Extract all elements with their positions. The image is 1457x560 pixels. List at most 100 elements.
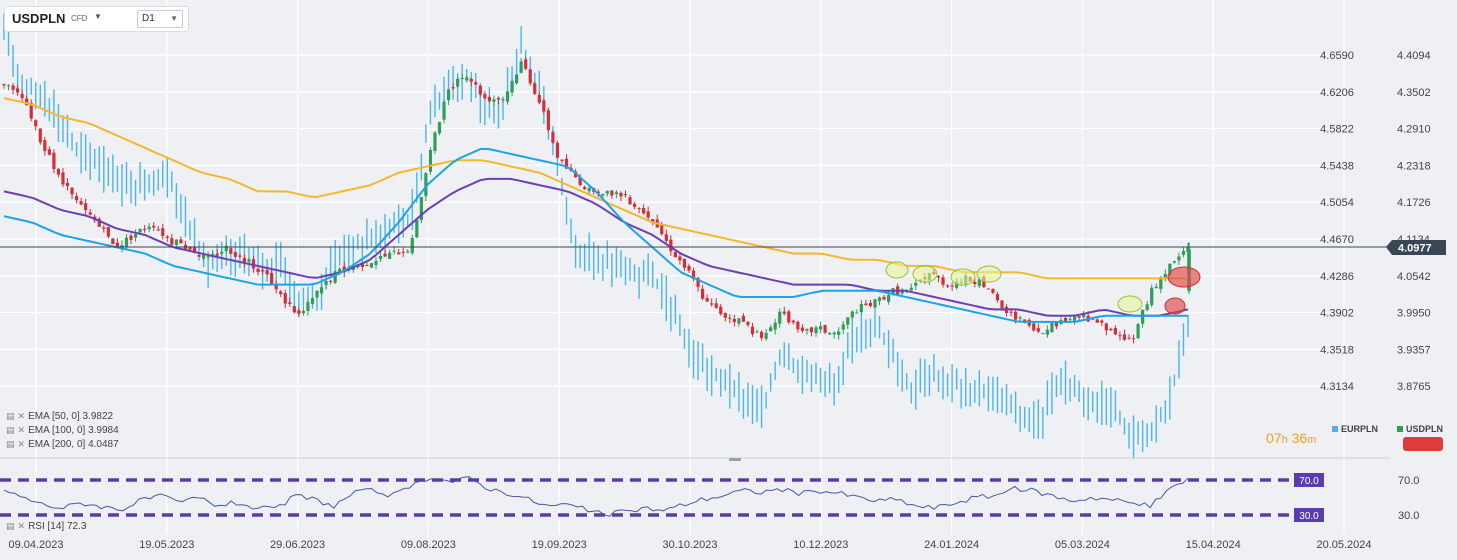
candle-body xyxy=(111,238,115,245)
candle-body xyxy=(397,252,401,255)
legend-rsi[interactable]: ▤ ✕ RSI [14] 72.3 xyxy=(6,521,86,532)
candle-body xyxy=(868,302,873,307)
candle-body xyxy=(406,251,410,253)
candle-body xyxy=(1000,300,1004,309)
rsi-pane: 70.0 70.0 30.0 30.0 xyxy=(0,473,1419,522)
symbol-name[interactable]: USDPLN xyxy=(12,11,66,26)
candle-body xyxy=(192,247,197,253)
candle-body xyxy=(546,110,550,130)
candle-body xyxy=(642,208,646,214)
candle-body xyxy=(283,293,287,304)
settings-icon[interactable]: ▤ xyxy=(6,411,15,421)
legend-ema100[interactable]: ▤ ✕ EMA [100, 0] 3.9984 xyxy=(6,425,119,436)
eurpln-axis-label: 4.6206 xyxy=(1320,87,1354,99)
candle-body xyxy=(882,296,886,300)
usdpln-candles[interactable] xyxy=(2,57,1191,344)
candle-body xyxy=(478,85,482,95)
breakout-marker xyxy=(1164,297,1186,315)
candle-body xyxy=(605,190,609,194)
candle-body xyxy=(460,77,464,79)
candle-body xyxy=(301,310,306,314)
candle-body xyxy=(814,327,818,334)
close-icon[interactable]: ✕ xyxy=(17,439,26,449)
candle-body xyxy=(165,236,169,238)
candle-body xyxy=(524,59,528,69)
settings-icon[interactable]: ▤ xyxy=(6,521,15,531)
candle-body xyxy=(764,332,768,339)
candle-body xyxy=(955,281,959,288)
legend-ema50[interactable]: ▤ ✕ EMA [50, 0] 3.9822 xyxy=(6,411,113,422)
x-tick-label: 09.08.2023 xyxy=(401,539,456,551)
x-tick-label: 29.06.2023 xyxy=(270,539,325,551)
candle-body xyxy=(138,228,142,233)
candle-body xyxy=(374,261,378,265)
settings-icon[interactable]: ▤ xyxy=(6,425,15,435)
candle-body xyxy=(410,238,414,254)
candle-body xyxy=(796,321,800,330)
candle-body xyxy=(233,252,237,257)
candle-body xyxy=(778,311,782,324)
candle-body xyxy=(1150,287,1154,305)
candle-body xyxy=(324,281,328,285)
candle-body xyxy=(809,327,814,333)
legend-usdpln-label: USDPLN xyxy=(1406,424,1444,434)
candle-body xyxy=(850,311,854,318)
candle-body xyxy=(678,256,682,261)
timeframe-label: D1 xyxy=(142,13,155,24)
close-icon[interactable]: ✕ xyxy=(17,425,26,435)
candle-body xyxy=(206,256,210,258)
candle-body xyxy=(1136,324,1140,339)
settings-icon[interactable]: ▤ xyxy=(6,439,15,449)
usdpln-axis-label: 3.9950 xyxy=(1397,308,1431,320)
candle-body xyxy=(1163,274,1167,278)
candle-body xyxy=(986,288,990,290)
candle-body xyxy=(143,229,147,231)
candle-body xyxy=(560,159,564,161)
candle-body xyxy=(1072,315,1077,321)
support-marker xyxy=(976,265,1002,283)
candle-body xyxy=(914,282,918,286)
candle-body xyxy=(84,203,88,211)
candle-body xyxy=(855,312,859,314)
candle-body xyxy=(133,234,138,238)
candle-body xyxy=(38,128,42,143)
candle-body xyxy=(1091,318,1095,320)
timeframe-select[interactable]: D1 ▼ xyxy=(137,10,183,28)
candle-body xyxy=(279,291,283,295)
pane-resize-handle[interactable] xyxy=(729,458,741,461)
chevron-down-icon[interactable]: ▼ xyxy=(170,14,178,23)
candle-body xyxy=(229,248,233,254)
support-marker xyxy=(912,265,938,283)
legend-ema200[interactable]: ▤ ✕ EMA [200, 0] 4.0487 xyxy=(6,439,119,450)
sell-price-badge[interactable] xyxy=(1403,437,1443,451)
support-marker xyxy=(1117,295,1143,313)
candle-body xyxy=(34,120,38,127)
candle-body xyxy=(333,271,337,283)
candle-body xyxy=(415,219,419,238)
usdpln-axis-label: 3.8765 xyxy=(1397,381,1431,393)
candle-body xyxy=(351,267,355,270)
close-icon[interactable]: ✕ xyxy=(17,521,26,531)
usdpln-axis-label: 4.1726 xyxy=(1397,197,1431,209)
candle-body xyxy=(2,84,6,86)
candle-body xyxy=(542,100,546,112)
candle-body xyxy=(1018,317,1022,319)
countdown-h-unit: h xyxy=(1281,434,1288,446)
candle-body xyxy=(846,317,850,325)
legend-ema50-label: EMA [50, 0] 3.9822 xyxy=(28,411,114,422)
candle-body xyxy=(1181,251,1186,255)
x-tick-label: 19.09.2023 xyxy=(532,539,587,551)
candle-body xyxy=(1104,323,1108,331)
candle-body xyxy=(433,132,437,151)
candle-body xyxy=(11,85,15,90)
chevron-down-icon[interactable]: ▼ xyxy=(94,12,102,21)
candle-body xyxy=(25,98,29,106)
support-marker xyxy=(950,268,976,286)
candle-body xyxy=(270,272,274,284)
candle-body xyxy=(16,88,20,93)
candle-body xyxy=(646,211,650,218)
candle-body xyxy=(292,306,296,313)
candle-body xyxy=(669,239,673,252)
close-icon[interactable]: ✕ xyxy=(17,411,26,421)
